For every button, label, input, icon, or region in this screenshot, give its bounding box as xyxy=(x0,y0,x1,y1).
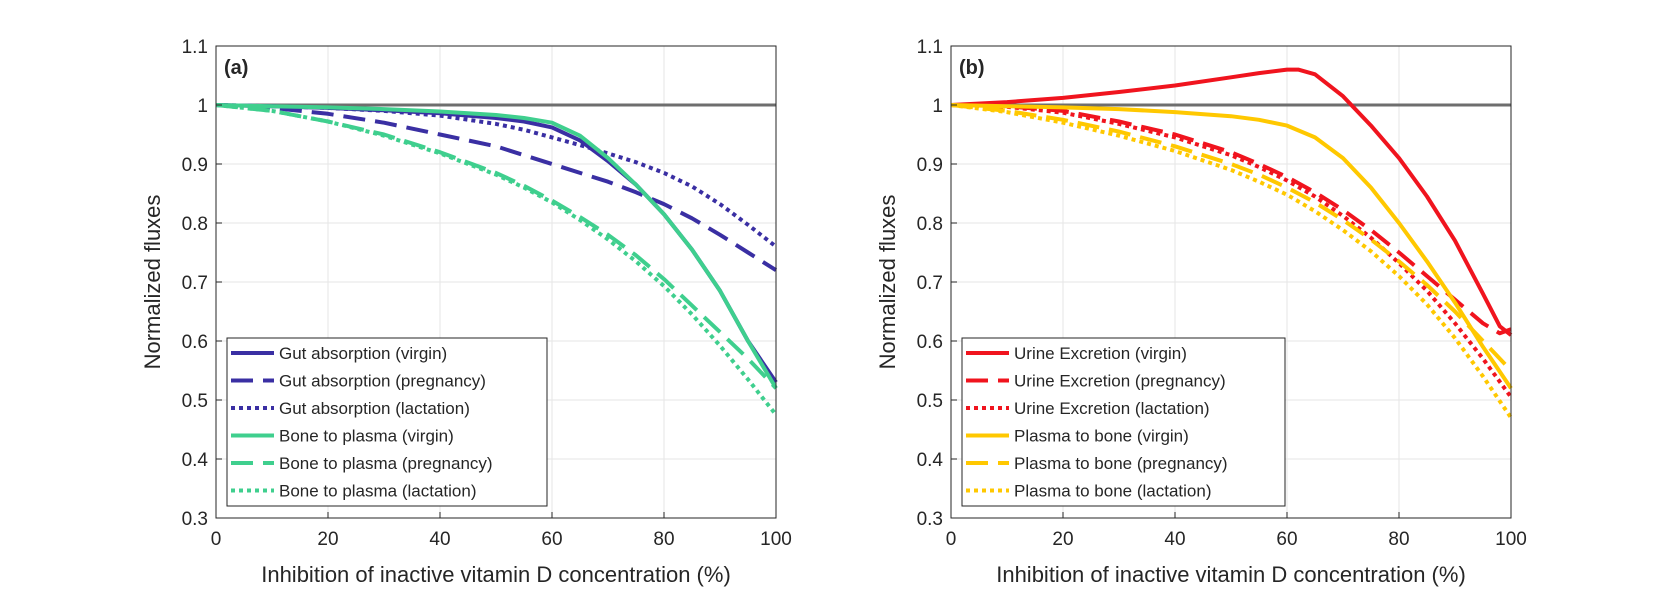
x-tick-label: 0 xyxy=(211,529,222,550)
panel-label: (a) xyxy=(224,57,248,79)
y-tick-label: 0.8 xyxy=(917,214,943,235)
legend-label-1: Gut absorption (virgin) xyxy=(279,344,447,363)
x-tick-label: 60 xyxy=(1276,529,1297,550)
series-line-4 xyxy=(215,103,778,390)
y-tick-label: 0.9 xyxy=(917,155,943,176)
panel-b: 0 20 40 60 80 100 0.3 0.4 0.5 0.6 0.7 0.8 0.9 1 1.1 Inh… xyxy=(875,37,1527,587)
y-tick-label: 1.1 xyxy=(182,37,208,58)
y-tick-label: 1 xyxy=(197,96,208,117)
y-tick-label: 0.6 xyxy=(917,332,943,353)
series-line-5 xyxy=(215,103,778,390)
panel-label: (b) xyxy=(959,57,985,79)
x-tick-label: 40 xyxy=(1164,529,1185,550)
x-tick-label: 40 xyxy=(429,529,450,550)
y-tick-label: 1.1 xyxy=(917,37,943,58)
legend-label-4: Plasma to bone (virgin) xyxy=(1014,427,1189,446)
y-tick-label: 0.6 xyxy=(182,332,208,353)
legend-label-5: Bone to plasma (pregnancy) xyxy=(279,454,493,473)
legend-label-4: Bone to plasma (virgin) xyxy=(279,427,454,446)
legend-label-1: Urine Excretion (virgin) xyxy=(1014,344,1187,363)
y-tick-label: 0.7 xyxy=(182,273,208,294)
legend-label-3: Gut absorption (lactation) xyxy=(279,399,470,418)
y-tick-label: 0.3 xyxy=(182,509,208,530)
legend-label-3: Urine Excretion (lactation) xyxy=(1014,399,1210,418)
series-line-3 xyxy=(950,103,1513,399)
y-axis-label: Normalized fluxes xyxy=(875,195,900,370)
y-tick-label: 0.7 xyxy=(917,273,943,294)
x-tick-label: 20 xyxy=(1052,529,1073,550)
series-line-4 xyxy=(950,103,1513,390)
x-tick-label: 20 xyxy=(317,529,338,550)
x-tick-label: 80 xyxy=(653,529,674,550)
legend: Gut absorption (virgin) Gut absorption (p… xyxy=(226,337,548,507)
legend-box xyxy=(226,337,548,507)
y-tick-label: 0.5 xyxy=(182,391,208,412)
x-tick-label: 80 xyxy=(1388,529,1409,550)
legend-label-2: Gut absorption (pregnancy) xyxy=(279,372,486,391)
legend-label-6: Plasma to bone (lactation) xyxy=(1014,482,1212,501)
x-tick-label: 100 xyxy=(1495,529,1527,550)
x-axis-label: Inhibition of inactive vitamin D concent… xyxy=(996,562,1466,587)
x-axis-label: Inhibition of inactive vitamin D concent… xyxy=(261,562,731,587)
y-tick-label: 0.5 xyxy=(917,391,943,412)
x-tick-label: 100 xyxy=(760,529,792,550)
series-line-6 xyxy=(215,103,778,417)
legend-label-6: Bone to plasma (lactation) xyxy=(279,482,477,501)
y-tick-label: 0.3 xyxy=(917,509,943,530)
legend-label-2: Urine Excretion (pregnancy) xyxy=(1014,372,1226,391)
y-tick-label: 0.9 xyxy=(182,155,208,176)
y-tick-label: 0.4 xyxy=(182,450,209,471)
legend-box xyxy=(961,337,1286,507)
series-line-2 xyxy=(215,103,778,272)
series-line-1 xyxy=(950,67,1513,337)
legend-label-5: Plasma to bone (pregnancy) xyxy=(1014,454,1228,473)
x-tick-label: 60 xyxy=(541,529,562,550)
y-tick-label: 0.8 xyxy=(182,214,208,235)
y-axis-label: Normalized fluxes xyxy=(140,195,165,370)
y-tick-label: 1 xyxy=(932,96,943,117)
y-tick-label: 0.4 xyxy=(917,450,944,471)
series-line-3 xyxy=(215,103,778,249)
legend: Urine Excretion (virgin) Urine Excretion … xyxy=(961,337,1286,507)
x-tick-label: 0 xyxy=(946,529,957,550)
panel-a: 0 20 40 60 80 100 0.3 0.4 0.5 0.6 0.7 0.8 0.9 1 1.1 Inh… xyxy=(140,37,792,587)
series-line-5 xyxy=(950,103,1513,372)
